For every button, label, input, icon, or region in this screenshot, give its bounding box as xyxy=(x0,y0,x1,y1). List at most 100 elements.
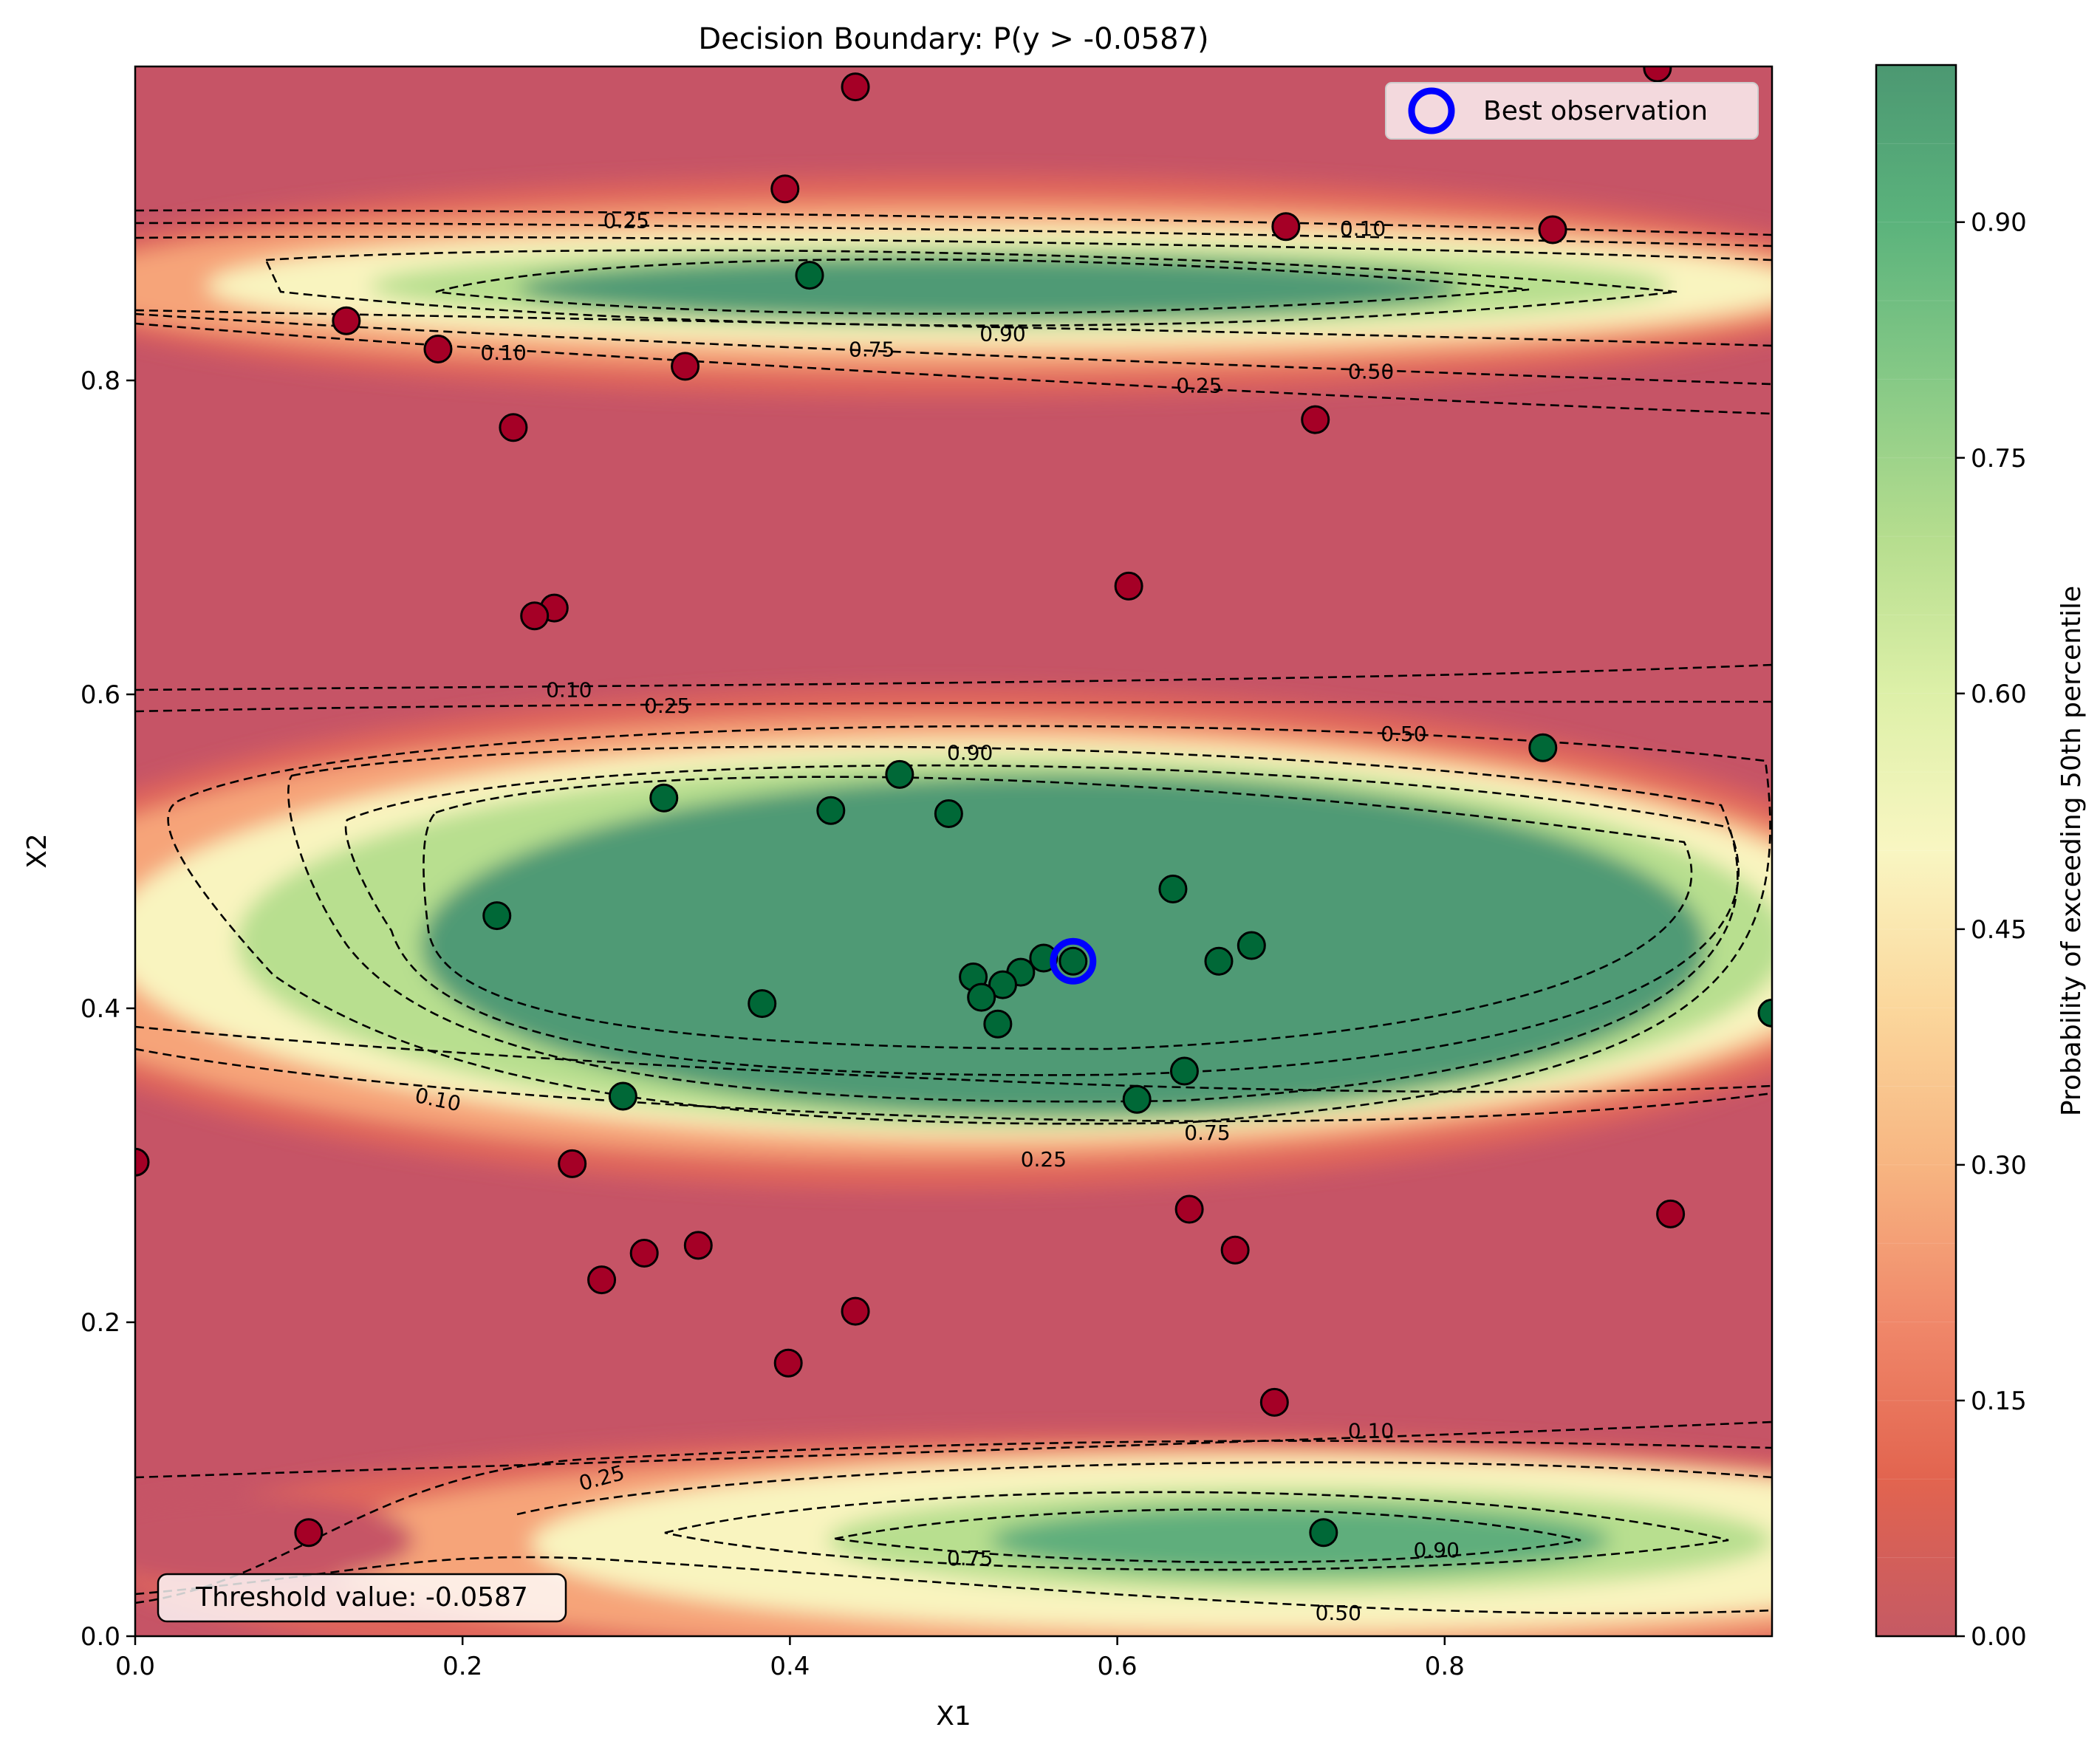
colorbar-ticks: 0.00 0.15 0.30 0.45 0.60 0.75 0.90 xyxy=(1956,208,2027,1652)
high-observation-point xyxy=(1237,931,1266,960)
high-observation-point xyxy=(1528,733,1558,762)
contour-label: 0.50 xyxy=(1316,1601,1361,1625)
low-observation-point xyxy=(841,72,870,102)
contour-label: 0.25 xyxy=(1176,373,1222,397)
low-observation-point xyxy=(1271,212,1301,242)
high-points xyxy=(482,261,1772,1548)
best-observation-marker xyxy=(1050,937,1097,985)
contour-bottom-090 xyxy=(834,1508,1581,1564)
contour-label: 0.75 xyxy=(1184,1121,1230,1145)
low-observation-point xyxy=(520,601,550,631)
low-observation-point xyxy=(841,1296,870,1326)
colorbar-tick-label: 0.60 xyxy=(1971,680,2027,709)
y-tick-label: 0.0 xyxy=(81,1622,120,1652)
colorbar-bands xyxy=(1876,143,1956,1559)
high-observation-point xyxy=(983,1009,1013,1039)
bottom-left-low-zone xyxy=(135,1496,414,1584)
low-observation-point xyxy=(1174,1194,1204,1224)
contour-label: 0.10 xyxy=(1348,1419,1394,1443)
contour-bottom-075 xyxy=(664,1491,1729,1571)
high-observation-point xyxy=(608,1081,637,1111)
bottom-band xyxy=(135,1433,1772,1636)
colorbar-tick-label: 0.15 xyxy=(1971,1387,2027,1416)
low-observation-point xyxy=(671,352,700,381)
contour-label: 0.75 xyxy=(947,1546,993,1570)
plot-area: 0.25 0.10 0.10 0.75 0.90 0.25 0.50 0.10 0.25 0.50… xyxy=(135,66,1772,1636)
plot-frame xyxy=(134,65,1774,1638)
contour-top-090 xyxy=(435,258,1530,315)
low-observation-point xyxy=(558,1149,587,1178)
x-tick-label: 0.8 xyxy=(1425,1652,1465,1681)
contour-middle-075 xyxy=(287,745,1739,1103)
legend[interactable]: Best observation xyxy=(1385,82,1759,140)
low-observation-point xyxy=(423,335,453,363)
contour-label: 0.75 xyxy=(849,338,895,362)
high-observation-point xyxy=(1204,946,1234,976)
colorbar-tick-label: 0.45 xyxy=(1971,915,2027,945)
high-observation-point xyxy=(795,261,824,290)
legend-box xyxy=(1385,82,1759,140)
contour-middle-lower-025 xyxy=(135,1047,1772,1123)
high-observation-point xyxy=(934,799,963,828)
low-observation-point xyxy=(332,306,361,335)
low-observation-point xyxy=(294,1518,324,1548)
band-level-090 xyxy=(517,256,1463,321)
low-observation-point xyxy=(135,1147,150,1177)
high-observation-point xyxy=(1757,998,1772,1028)
high-observation-point xyxy=(1309,1518,1338,1548)
contour-middle-050 xyxy=(167,725,1771,1125)
contour-label: 0.90 xyxy=(979,321,1025,346)
high-observation-point xyxy=(1058,946,1088,976)
y-axis-label: X2 xyxy=(22,833,52,869)
colorbar-tick-label: 0.00 xyxy=(1971,1622,2027,1652)
contour-bottom-lower-050 xyxy=(135,1556,1772,1615)
high-observation-point xyxy=(1169,1056,1199,1086)
y-tick-label: 0.6 xyxy=(81,680,120,710)
low-observation-point xyxy=(499,413,528,442)
low-observation-point xyxy=(1301,405,1330,434)
low-observation-point xyxy=(1220,1235,1250,1265)
threshold-annotation-box xyxy=(157,1573,567,1623)
colorbar-gradient xyxy=(1876,65,1956,1636)
contour-middle-upper-025 xyxy=(135,700,1772,713)
low-observation-point xyxy=(770,174,800,204)
contour-middle-lower-010 xyxy=(135,1025,1772,1093)
y-tick-label: 0.8 xyxy=(81,366,120,396)
contour-top-lower-010 xyxy=(135,322,1772,415)
contour-middle-upper-010 xyxy=(135,663,1772,691)
contour-label: 0.25 xyxy=(603,208,649,233)
low-observation-point xyxy=(1114,571,1143,601)
threshold-annotation: Threshold value: -0.0587 xyxy=(157,1573,567,1623)
low-observation-point xyxy=(683,1231,713,1260)
contour-middle-090 xyxy=(344,764,1740,1076)
chart-title: Decision Boundary: P(y > -0.0587) xyxy=(698,22,1208,56)
contour-label: 0.50 xyxy=(1348,359,1394,383)
threshold-annotation-text: Threshold value: -0.0587 xyxy=(195,1582,528,1613)
legend-entry-best-observation: Best observation xyxy=(1483,96,1708,126)
high-observation-point xyxy=(1122,1084,1152,1114)
colorbar-frame xyxy=(1875,64,1957,1638)
low-observation-point xyxy=(1259,1387,1289,1417)
low-observation-point xyxy=(629,1239,659,1268)
high-observation-point xyxy=(967,982,996,1012)
contour-label: 0.10 xyxy=(480,341,526,365)
contour-bottom-upper-010 xyxy=(135,1420,1772,1479)
colorbar-label: Probability of exceeding 50th percentile xyxy=(2056,586,2087,1116)
colorbar: 0.00 0.15 0.30 0.45 0.60 0.75 0.90 Probability… xyxy=(1875,64,2087,1652)
best-observation xyxy=(1050,937,1097,985)
contour-top-upper-010 xyxy=(135,209,1772,236)
band-level-090 xyxy=(990,1505,1610,1576)
high-observation-point xyxy=(1158,875,1188,903)
low-observation-point xyxy=(1538,215,1567,245)
low-observation-point xyxy=(773,1348,803,1378)
contour-label: 0.90 xyxy=(1414,1538,1460,1562)
high-observation-point xyxy=(988,970,1017,999)
y-tick-label: 0.2 xyxy=(81,1308,120,1338)
x-tick-label: 0.6 xyxy=(1098,1652,1138,1681)
low-points xyxy=(135,66,1686,1548)
contour-top-075 xyxy=(264,249,1677,327)
y-axis-ticks: 0.0 0.2 0.4 0.6 0.8 xyxy=(81,366,135,1652)
contour-top-upper-050 xyxy=(135,236,1772,261)
